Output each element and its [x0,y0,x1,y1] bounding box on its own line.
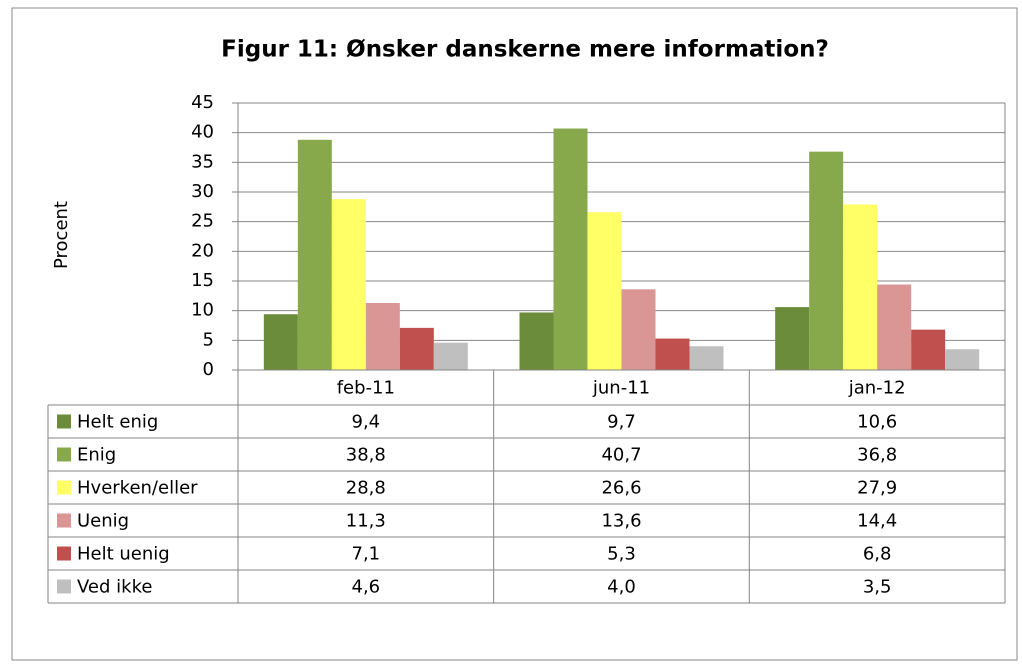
table-value: 13,6 [601,511,641,532]
table-value: 9,4 [352,412,381,433]
bar [621,289,656,370]
bar [655,338,690,370]
x-tick-label: jan-12 [848,378,906,399]
bar [843,204,878,370]
legend-label: Enig [77,445,116,466]
y-tick-label: 15 [191,270,214,291]
table-value: 3,5 [863,577,892,598]
legend-label: Helt enig [77,412,158,433]
table-value: 28,8 [346,478,386,499]
y-tick-label: 20 [191,240,214,261]
bar [775,307,810,370]
bar [689,346,724,370]
bar [911,329,946,370]
bar [399,327,434,370]
bar [297,139,332,370]
bar [877,284,912,370]
y-axis-label: Procent [51,201,72,269]
legend-swatch [57,546,71,561]
y-tick-label: 5 [203,329,214,350]
table-value: 9,7 [607,412,636,433]
table-value: 38,8 [346,445,386,466]
bar [331,199,366,370]
table-value: 36,8 [857,445,897,466]
bar [365,302,400,370]
bar [553,128,588,370]
chart-title: Figur 11: Ønsker danskerne mere informat… [221,37,829,63]
y-tick-label: 45 [191,92,214,113]
table-value: 7,1 [352,544,381,565]
legend-swatch [57,414,71,429]
y-tick-label: 0 [203,359,214,380]
legend-label: Ved ikke [77,577,152,598]
legend-swatch [57,447,71,462]
table-value: 4,0 [607,577,636,598]
bar [587,212,622,370]
table-value: 4,6 [352,577,381,598]
y-tick-label: 25 [191,211,214,232]
y-tick-label: 30 [191,181,214,202]
x-tick-label: jun-11 [592,378,650,399]
table-value: 11,3 [346,511,386,532]
bar [433,342,468,370]
y-tick-label: 40 [191,122,214,143]
table-value: 5,3 [607,544,636,565]
y-tick-label: 10 [191,300,214,321]
table-value: 6,8 [863,544,892,565]
legend-label: Helt uenig [77,544,170,565]
x-tick-label: feb-11 [337,378,395,399]
bar [809,151,844,370]
table-value: 40,7 [601,445,641,466]
table-value: 27,9 [857,478,897,499]
table-value: 26,6 [601,478,641,499]
table-value: 14,4 [857,511,897,532]
legend-label: Hverken/eller [77,478,198,499]
legend-swatch [57,579,71,594]
table-value: 10,6 [857,412,897,433]
legend-swatch [57,480,71,495]
legend-swatch [57,513,71,528]
bar [945,349,980,370]
legend-label: Uenig [77,511,129,532]
y-tick-label: 35 [191,151,214,172]
bar [519,312,554,370]
bar [263,314,298,370]
